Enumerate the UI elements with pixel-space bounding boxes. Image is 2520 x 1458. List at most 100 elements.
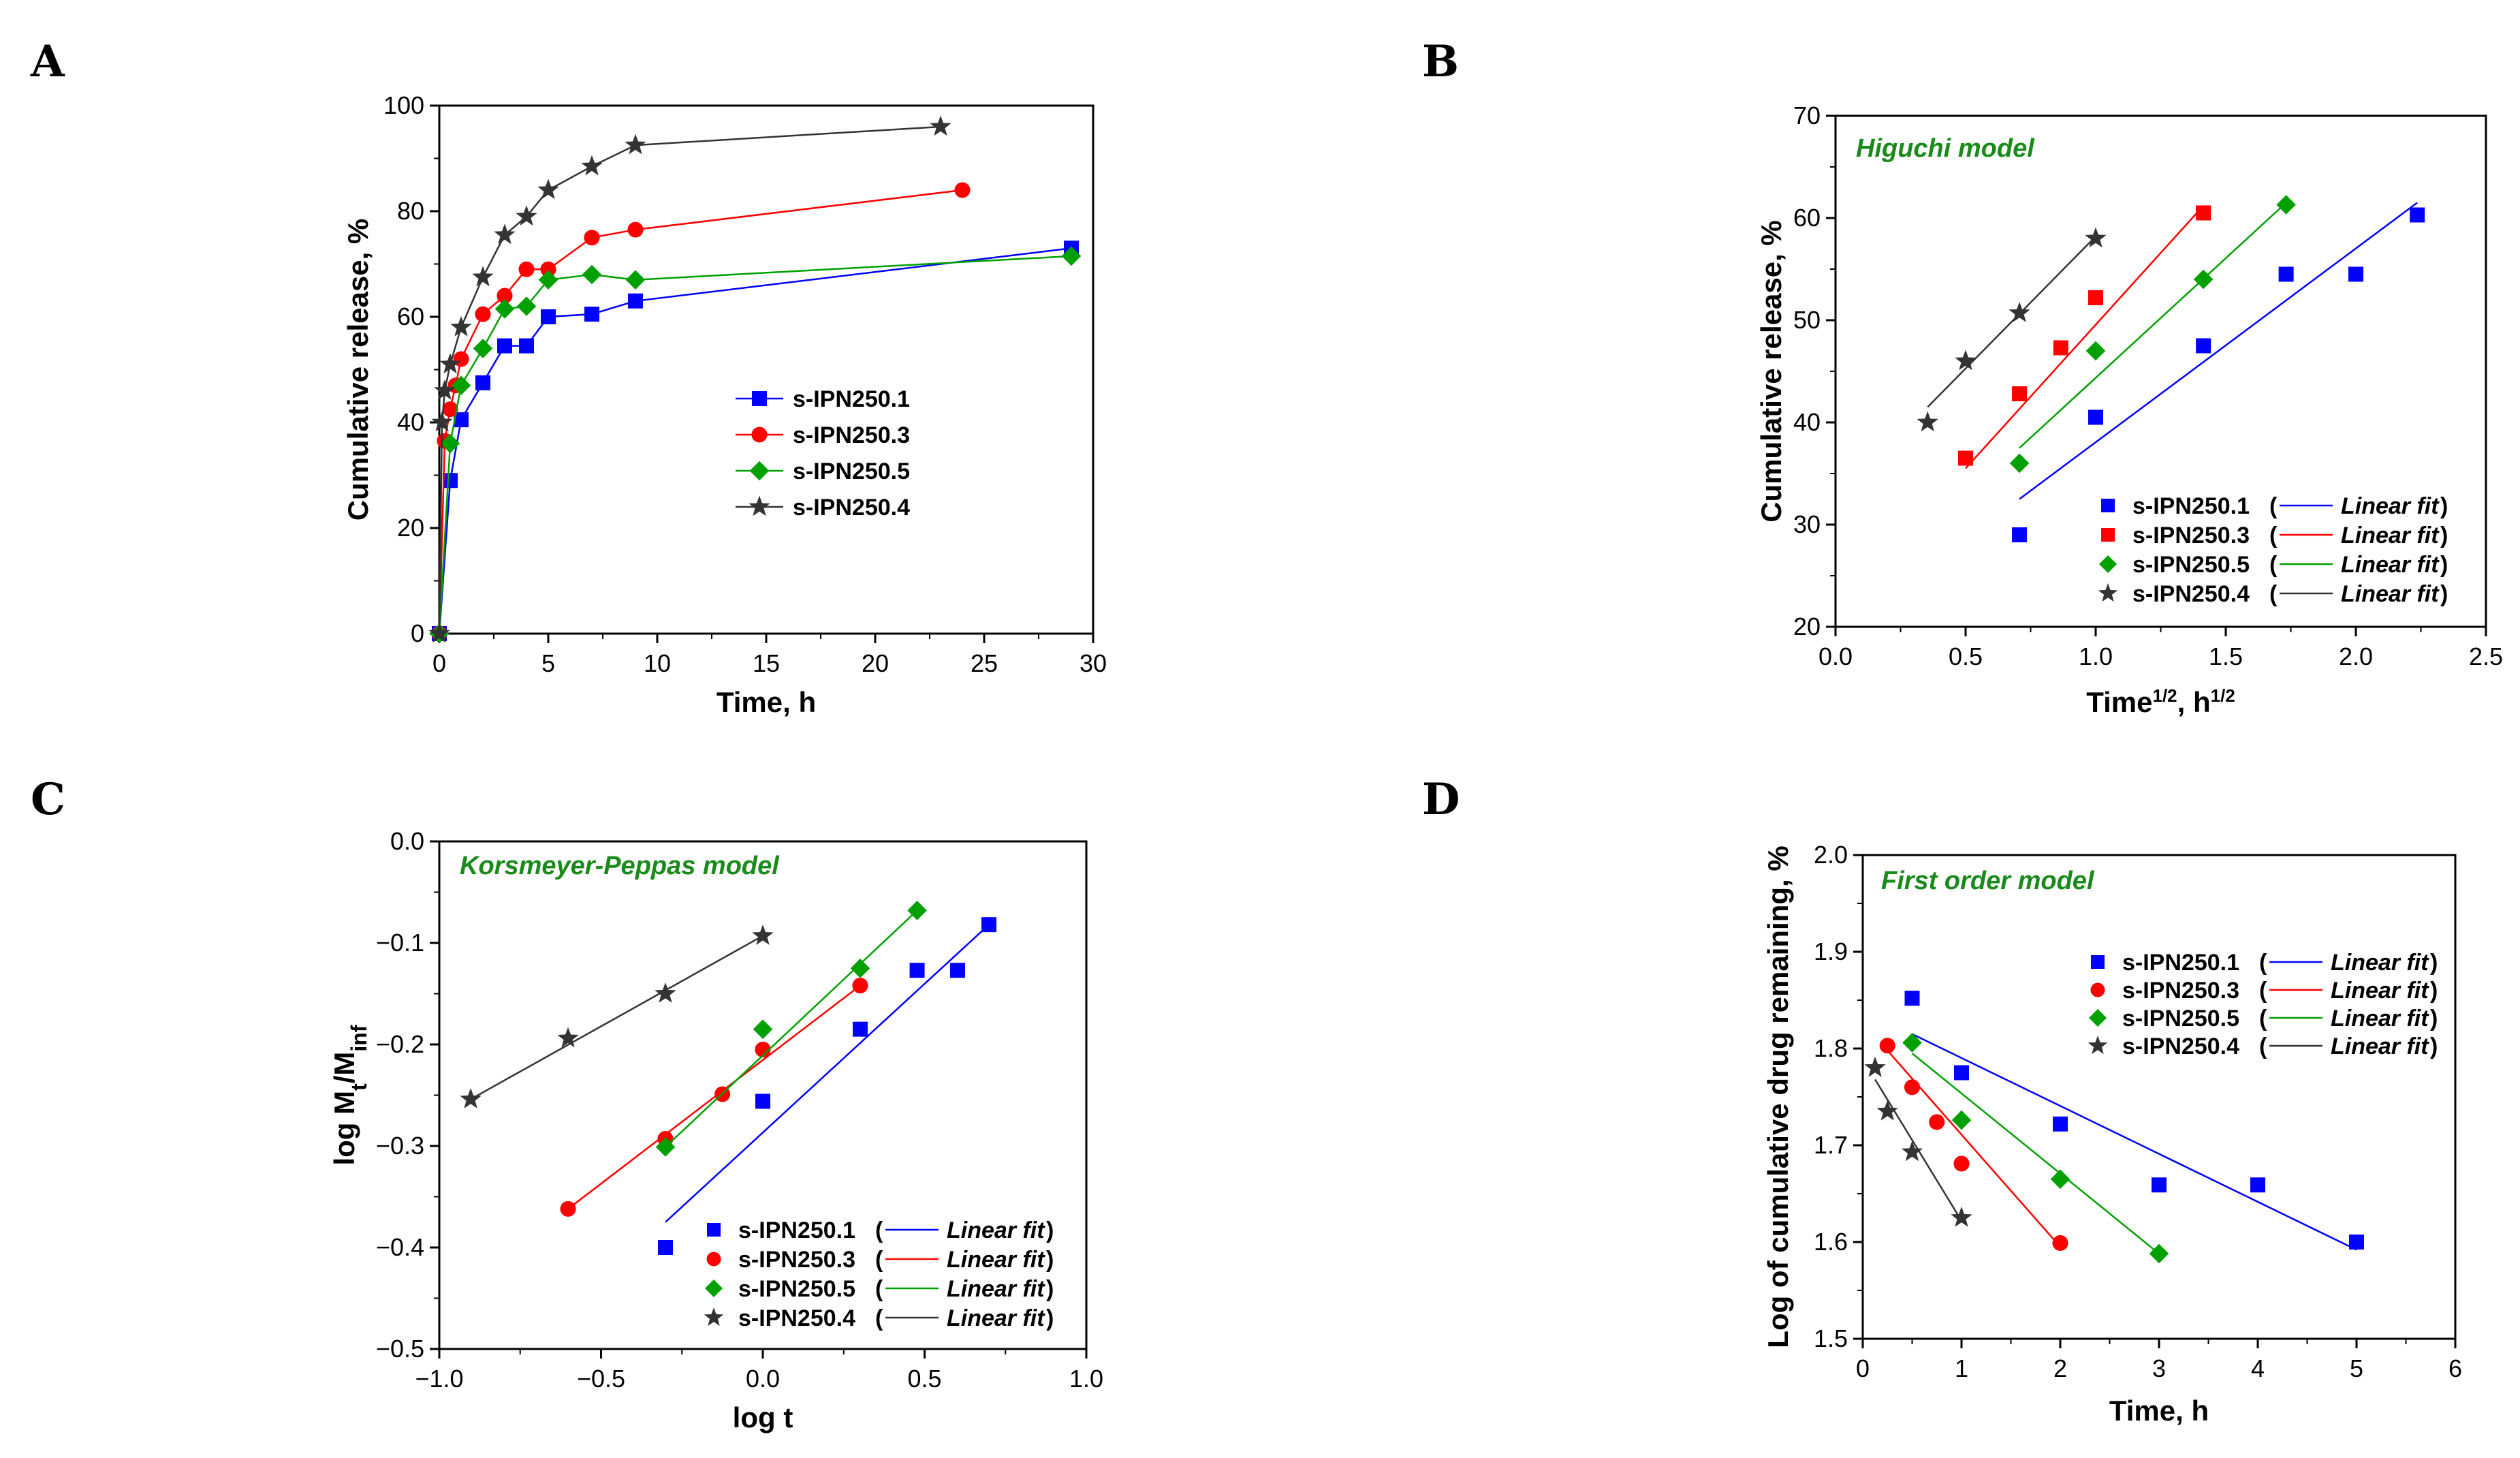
legend-marker [2101,499,2115,512]
data-point [658,1240,674,1255]
x-tick-label: 2.0 [2339,642,2373,670]
data-point [428,622,450,643]
data-point [1879,1038,1895,1054]
legend-paren: ( [2259,1034,2267,1059]
x-tick-label: 1.0 [2079,642,2113,670]
data-point [2088,290,2103,305]
data-point [519,338,534,354]
series-s-ipn250-5: s-IPN250.5 (Linear fit) [655,901,1054,1302]
legend-fit-label: Linear fit [2341,552,2440,578]
data-point [625,270,646,290]
data-point [2012,527,2028,542]
legend-marker [749,495,770,516]
legend-paren: ) [1046,1276,1054,1302]
legend-label: s-IPN250.3 [2122,978,2239,1004]
data-point [1954,1065,1969,1081]
legend-marker [751,426,768,443]
fit-line [567,984,861,1210]
x-tick-label: 1 [1955,1354,1968,1382]
data-point [1876,1100,1898,1121]
x-tick-label: 10 [644,649,671,677]
data-point [655,1137,676,1157]
series-s-ipn250-1: s-IPN250.1 (Linear fit) [658,917,1054,1255]
data-point [2193,269,2214,290]
legend-marker [749,461,770,481]
data-point [850,958,870,978]
legend-fit-label: Linear fit [2331,1034,2429,1059]
x-tick-label: 2 [2053,1354,2067,1382]
data-point [2250,1177,2265,1193]
series-s-ipn250-3: s-IPN250.3 [431,182,971,642]
legend-marker [2089,1009,2107,1027]
x-tick-label: 15 [753,649,780,677]
data-point [516,205,537,226]
data-point [584,230,600,246]
legend-paren: ( [2269,523,2278,548]
x-axis-title: Time, h [716,686,816,718]
x-tick-label: −0.5 [577,1365,625,1393]
data-point [1901,1141,1923,1162]
data-point [2050,1169,2070,1189]
series-s-ipn250-4: s-IPN250.4 (Linear fit) [460,925,1054,1331]
data-point [1904,1079,1921,1096]
x-tick-label: −1.0 [415,1365,463,1393]
data-point [1951,1110,1972,1130]
x-axis-title-main: Time [2086,686,2152,718]
legend-paren: ( [875,1276,883,1302]
y-tick-label: −0.3 [376,1132,424,1160]
x-axis-title-mid: , h [2177,686,2211,718]
data-point [475,375,490,390]
legend-paren: ) [2430,950,2438,976]
data-point [2278,266,2294,282]
data-point [2009,453,2030,474]
legend-fit-label: Linear fit [947,1305,1045,1331]
data-point [451,375,471,396]
data-point [2149,1243,2169,1264]
series-s-ipn250-4: s-IPN250.4 (Linear fit) [1917,227,2448,607]
data-point [753,1019,773,1039]
data-point [1951,1207,1972,1227]
x-axis-title-sup: 1/2 [2152,685,2177,706]
y-tick-label: −0.1 [376,929,424,957]
y-tick-label: 2.0 [1814,841,1848,869]
data-point [2053,1116,2068,1132]
legend-paren: ) [2430,1034,2438,1059]
y-axis-title-sub2: inf [347,1025,371,1051]
data-point [537,179,559,200]
legend-fit-label: Linear fit [2341,523,2440,548]
data-point [494,299,515,319]
legend-label: s-IPN250.1 [2122,950,2239,976]
x-tick-label: 6 [2448,1354,2462,1382]
fit-line [2019,202,2418,500]
panel-d: D 0 1 2 3 4 5 6 1.5 1.6 1.7 1.8 1.9 2.0 Time, h Log of … [1422,774,2462,1427]
legend-paren: ( [875,1305,883,1331]
data-point [1958,450,1973,466]
legend-paren: ) [2430,1006,2438,1032]
fit-line [1911,1053,2160,1255]
legend-marker [2090,982,2105,997]
legend-marker [752,391,767,406]
data-point [655,982,676,1003]
y-tick-label: 1.5 [1814,1324,1848,1352]
data-point [2085,227,2107,248]
legend-label: s-IPN250.4 [2122,1034,2239,1059]
panel-letter-c: C [31,774,65,825]
panel-c: C−1.0 −0.5 0.0 0.5 1.0−0.5−0.4−0.3−0.2−0.10.… [31,774,1103,1433]
data-point [907,901,927,920]
series-s-ipn250-5: s-IPN250.5 (Linear fit) [1902,1006,2438,1264]
data-point [497,288,513,304]
y-tick-label: 60 [1793,204,1821,232]
panel-letter-a: A [30,36,65,87]
data-point [755,1041,771,1057]
legend-label: s-IPN250.5 [2132,552,2250,578]
y-axis-title-mid: /M [328,1052,360,1084]
data-point [497,338,512,354]
legend-label: s-IPN250.1 [793,386,910,412]
legend-label: s-IPN250.5 [793,459,910,484]
legend-marker [2091,955,2105,969]
series-s-ipn250-5: s-IPN250.5 (Linear fit) [2009,195,2448,578]
legend-fit-label: Linear fit [2331,978,2429,1004]
panel-letter-b: B [1422,36,1459,87]
data-point [2085,341,2106,361]
legend-marker [2101,528,2115,542]
